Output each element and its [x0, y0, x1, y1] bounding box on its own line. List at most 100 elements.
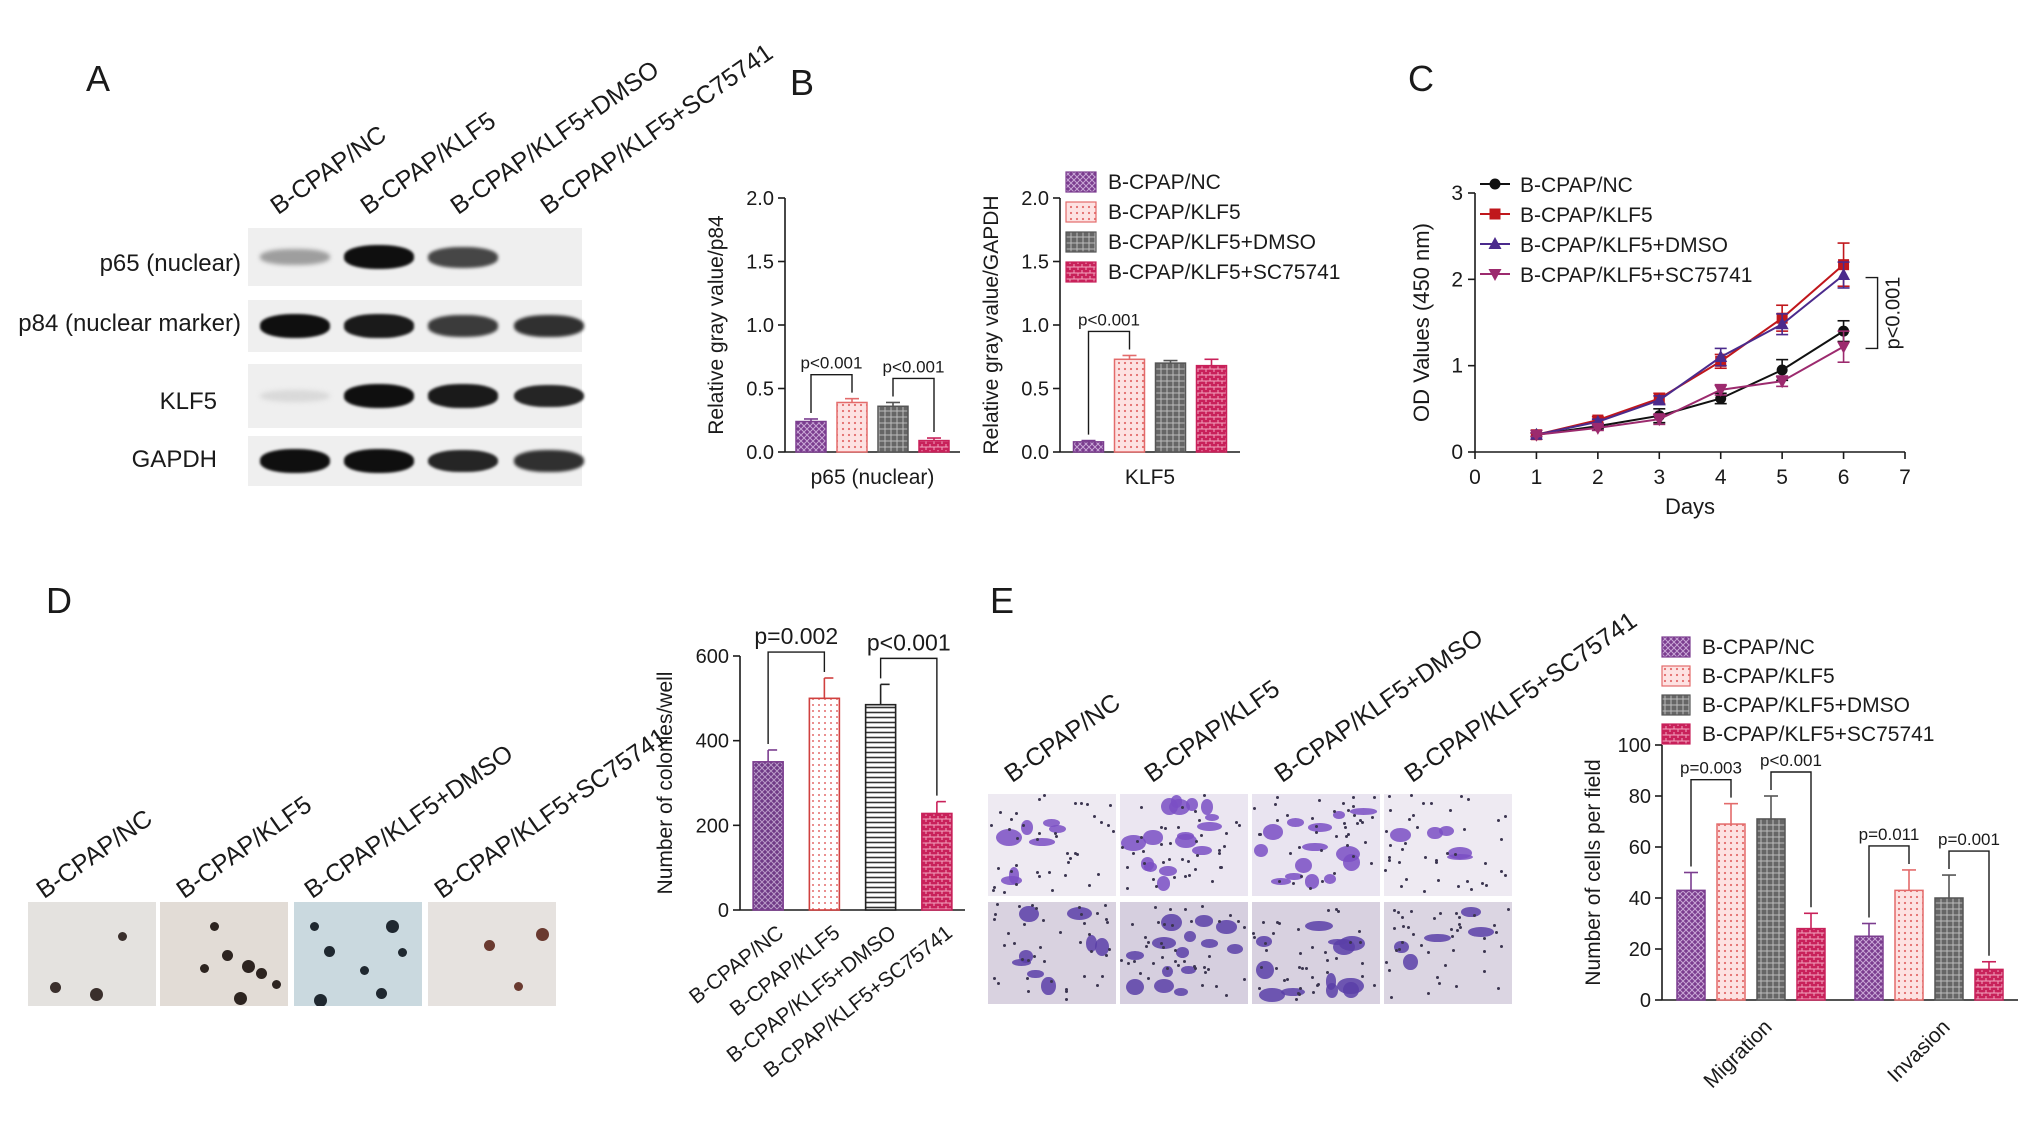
stained-cell: [1144, 861, 1157, 873]
pore-dot: [1111, 829, 1115, 833]
y-B1-tick-label: 0.0: [746, 442, 774, 464]
pore-dot: [1237, 920, 1241, 924]
pore-dot: [1449, 808, 1453, 812]
pore-dot: [1298, 952, 1302, 956]
pore-dot: [1426, 991, 1430, 995]
pore-dot: [1080, 912, 1084, 916]
blot-band: [260, 314, 330, 338]
pore-dot: [1234, 821, 1238, 825]
pore-dot: [1412, 932, 1416, 936]
legend-swatch: [1661, 665, 1691, 687]
pore-dot: [1170, 924, 1174, 928]
pore-dot: [1399, 884, 1403, 888]
colony-photo: [428, 902, 556, 1006]
pore-dot: [1106, 824, 1110, 828]
pore-dot: [1173, 949, 1177, 953]
bar: [1113, 358, 1146, 453]
pore-dot: [1010, 870, 1014, 874]
pore-dot: [1073, 802, 1077, 806]
legend-swatch: [1065, 171, 1097, 193]
stained-cell: [1008, 867, 1020, 884]
blot-strip-p65: [248, 228, 582, 286]
bar: [752, 761, 784, 911]
pore-dot: [1132, 960, 1136, 964]
stained-cell: [1126, 951, 1144, 960]
pore-dot: [1444, 963, 1448, 967]
pore-dot: [1136, 840, 1140, 844]
bar: [1934, 897, 1964, 1001]
pore-dot: [1292, 881, 1296, 885]
data-point: [1591, 422, 1605, 435]
legend-swatch: [1065, 231, 1097, 253]
pore-dot: [1253, 807, 1257, 811]
pore-dot: [1054, 835, 1058, 839]
pore-dot: [1048, 870, 1052, 874]
pore-dot: [1457, 922, 1461, 926]
stained-cell: [1012, 958, 1032, 966]
pore-dot: [1364, 841, 1368, 844]
blot-band: [428, 384, 498, 408]
blot-band: [344, 245, 414, 269]
pore-dot: [1409, 794, 1413, 798]
significance-bracket: [1868, 845, 1910, 918]
pore-dot: [1096, 984, 1100, 988]
x-tick-label: 7: [1899, 466, 1911, 489]
colony-dot: [50, 982, 61, 993]
pore-dot: [1016, 836, 1020, 840]
pore-dot: [1193, 965, 1197, 969]
pore-dot: [1120, 958, 1124, 962]
pore-dot: [1483, 970, 1486, 974]
stained-cell: [1028, 838, 1055, 846]
pore-dot: [1088, 932, 1092, 936]
pore-dot: [1315, 983, 1319, 987]
pore-dot: [1400, 941, 1404, 945]
pore-dot: [1108, 947, 1112, 951]
pore-dot: [1258, 832, 1262, 836]
colony-dot: [514, 982, 523, 991]
stained-cell: [1143, 830, 1163, 845]
x-tick-label: 3: [1653, 466, 1665, 489]
pore-dot: [1420, 943, 1424, 947]
blot-band: [514, 384, 584, 408]
legend-label: B-CPAP/NC: [1108, 171, 1221, 194]
pore-dot: [1485, 883, 1489, 887]
pore-dot: [1320, 880, 1324, 884]
bar: [836, 401, 868, 453]
pore-dot: [1435, 975, 1439, 979]
stained-cell: [1156, 875, 1171, 891]
pore-dot: [1466, 879, 1469, 883]
pore-dot: [1079, 941, 1083, 945]
pore-dot: [1394, 948, 1398, 952]
pore-dot: [1177, 964, 1181, 968]
panel-letter-c: C: [1408, 58, 1434, 99]
stained-cell: [1325, 983, 1338, 999]
y-E-tick-label: 60: [1629, 837, 1651, 859]
blot-band: [260, 389, 330, 403]
stained-cell: [1158, 865, 1178, 877]
x-category-label: Migration: [1699, 1015, 1776, 1092]
pore-dot: [1202, 794, 1206, 798]
colony-dot: [398, 948, 407, 957]
pore-dot: [1252, 931, 1256, 935]
significance-bracket: [892, 377, 935, 433]
y-B1-tick-label: 2.0: [746, 188, 774, 210]
pore-dot: [1203, 971, 1207, 975]
pore-dot: [1326, 971, 1329, 975]
pore-dot: [1446, 851, 1450, 855]
blot-row-label: KLF5: [159, 388, 217, 415]
pore-dot: [1082, 922, 1086, 926]
bar: [1796, 927, 1826, 1001]
pore-dot: [1002, 944, 1006, 948]
pore-dot: [1065, 990, 1069, 994]
pore-dot: [1276, 920, 1280, 924]
pore-dot: [1198, 818, 1202, 822]
pore-dot: [1480, 882, 1484, 886]
pore-dot: [1079, 802, 1083, 806]
pore-dot: [1472, 914, 1476, 918]
pore-dot: [1310, 976, 1314, 980]
p-value-label: p<0.001: [801, 354, 863, 373]
pore-dot: [1344, 834, 1348, 838]
pore-dot: [1387, 856, 1391, 860]
bar: [1195, 364, 1228, 453]
stained-cell: [1192, 845, 1212, 855]
